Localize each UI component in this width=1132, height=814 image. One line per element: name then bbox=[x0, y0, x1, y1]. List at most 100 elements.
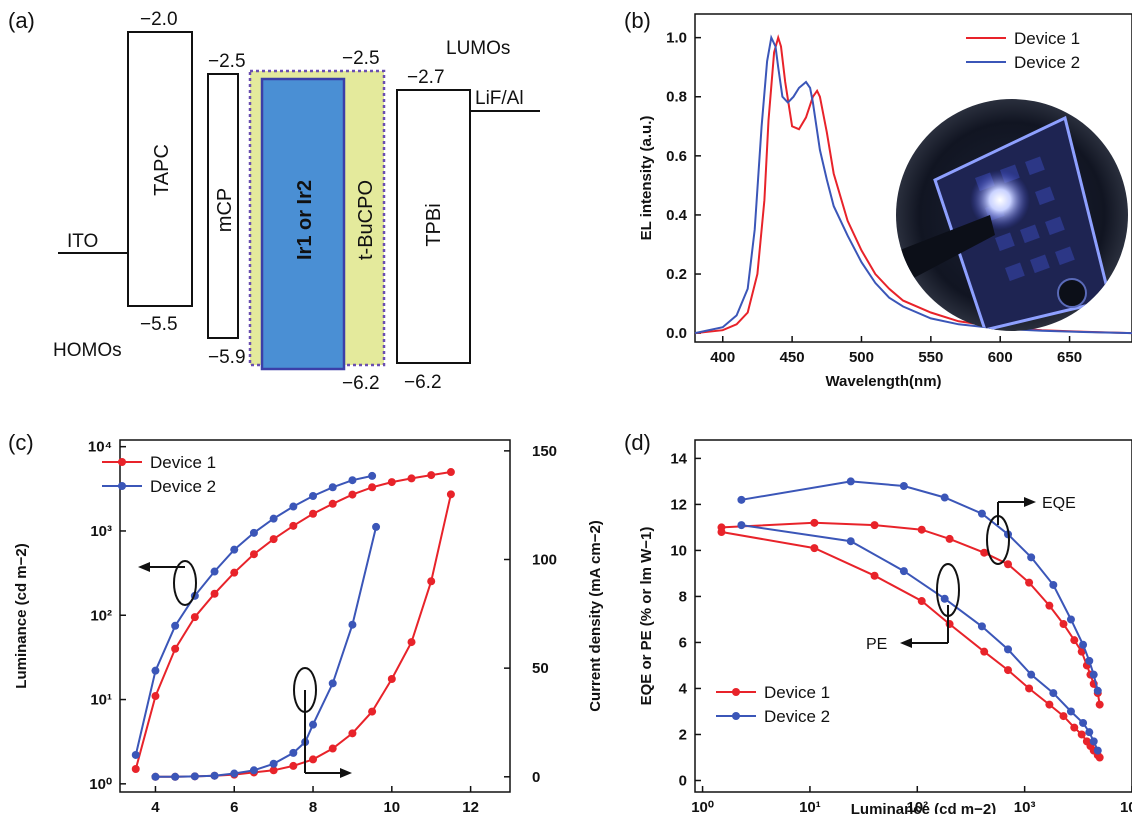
luminance-current-voltage-chart: (c) 468101210⁰10¹10²10³10⁴050100150Volta… bbox=[8, 430, 604, 814]
y-axis-title: EQE or PE (% or lm W−1) bbox=[638, 527, 655, 706]
device-1-current-curve-point bbox=[309, 755, 318, 764]
legend-marker bbox=[732, 712, 740, 720]
lif-al-label: LiF/Al bbox=[475, 88, 524, 109]
tpbi-name: TPBi bbox=[423, 203, 445, 246]
legend-entry: Device 1 bbox=[150, 453, 216, 472]
device-2-eqe-curve-point bbox=[1085, 656, 1094, 665]
y-tick-label: 1.0 bbox=[666, 30, 687, 47]
device-2-pe-curve-point bbox=[1066, 707, 1075, 716]
device-2-luminance-curve-point bbox=[131, 750, 140, 759]
legend-entry: Device 2 bbox=[1014, 53, 1080, 72]
device-2-pe-curve-point bbox=[977, 622, 986, 631]
device-1-eqe-curve-point bbox=[1004, 560, 1013, 569]
device-1-current-curve-point bbox=[348, 729, 357, 738]
pe-annotation: PE bbox=[866, 636, 887, 653]
y-tick-label: 8 bbox=[679, 588, 687, 605]
device-1-pe-curve-point bbox=[870, 571, 879, 580]
device-2-luminance-curve-point bbox=[269, 514, 278, 523]
tapc-name: TAPC bbox=[151, 144, 173, 196]
device-1-current-curve-point bbox=[269, 766, 278, 775]
device-2-current-curve-point bbox=[372, 522, 381, 531]
device-2-luminance-curve-point bbox=[309, 491, 318, 500]
device-1-luminance-curve-point bbox=[289, 521, 298, 530]
y2-tick-label: 0 bbox=[532, 769, 540, 786]
y-axis-title: EL intensity (a.u.) bbox=[638, 116, 655, 241]
device-2-luminance-curve-point bbox=[230, 545, 239, 554]
eqe-annotation: EQE bbox=[1042, 495, 1076, 512]
device-1-luminance-curve-point bbox=[328, 499, 337, 508]
device-1-pe-curve-point bbox=[917, 597, 926, 606]
device-1-luminance-curve-point bbox=[210, 589, 219, 598]
device-1-pe-curve-point bbox=[810, 544, 819, 553]
x-tick-label: 6 bbox=[230, 799, 238, 814]
device-2-current-curve-point bbox=[171, 772, 180, 781]
lumos-label: LUMOs bbox=[446, 38, 510, 59]
device-2-eqe-curve-point bbox=[846, 477, 855, 486]
device-2-eqe-curve-point bbox=[977, 509, 986, 518]
device-2-pe-curve-point bbox=[846, 537, 855, 546]
device-2-pe-curve-point bbox=[1027, 670, 1036, 679]
x-tick-label: 500 bbox=[849, 349, 874, 366]
y-tick-label: 6 bbox=[679, 634, 687, 651]
device-1-spectrum bbox=[694, 34, 1132, 335]
device-2-eqe-curve-point bbox=[1093, 686, 1102, 695]
y-tick-label: 14 bbox=[670, 450, 687, 467]
device-2-current-curve-point bbox=[289, 748, 298, 757]
device-2-current-curve-point bbox=[249, 766, 258, 775]
y-tick-label: 0 bbox=[679, 772, 687, 789]
y-tick-label: 10² bbox=[90, 607, 112, 624]
device-2-current-curve-point bbox=[151, 772, 160, 781]
device-1-luminance-curve-point bbox=[348, 490, 357, 499]
device-2-eqe-curve-point bbox=[1079, 640, 1088, 649]
device-1-luminance-curve-point bbox=[368, 483, 377, 492]
device-1-eqe-curve-point bbox=[1077, 647, 1086, 656]
device-2-eqe-curve-point bbox=[1089, 670, 1098, 679]
plot-area: 400 450 500 550 600 650 0.0 0.2 0.4 0.6 0.8 1.0 Wave… bbox=[638, 13, 1132, 390]
plot-frame bbox=[694, 439, 1132, 793]
device-2-luminance-curve bbox=[134, 474, 373, 756]
device-2-pe-curve-point bbox=[1085, 728, 1094, 737]
device-1-current-curve-point bbox=[289, 761, 298, 770]
device-1-luminance-curve-point bbox=[427, 471, 436, 480]
device-1-luminance-curve-point bbox=[131, 764, 140, 773]
panel-b-label: (b) bbox=[624, 8, 651, 33]
y-tick-label: 0.2 bbox=[666, 266, 687, 283]
legend-marker bbox=[118, 458, 126, 466]
device-photo-inset bbox=[896, 99, 1128, 331]
device-1-eqe-curve-point bbox=[870, 521, 879, 530]
device-1-eqe-curve-point bbox=[917, 525, 926, 534]
x-tick-label: 8 bbox=[309, 799, 317, 814]
emitter-layer bbox=[260, 77, 346, 371]
device-1-luminance-curve-point bbox=[269, 535, 278, 544]
legend-marker bbox=[732, 688, 740, 696]
device-1-eqe-curve-point bbox=[1095, 700, 1104, 709]
el-spectrum-chart: (b) 400 450 500 550 600 650 0.0 0.2 0.4 0.6 0.8 1.0… bbox=[624, 8, 1132, 390]
y2-axis-title: Current density (mA cm−2) bbox=[587, 520, 604, 712]
device-2-luminance-curve-point bbox=[210, 567, 219, 576]
y-tick-label: 0.8 bbox=[666, 89, 687, 106]
x-tick-label: 10 bbox=[383, 799, 400, 814]
device-2-pe-curve-point bbox=[1089, 737, 1098, 746]
plot-area: 10⁰ 10¹ 10² 10³ 10⁴ 0 2 4 6 8 10 12 14 Luminance (cd … bbox=[638, 439, 1132, 814]
x-tick-label: 400 bbox=[710, 349, 735, 366]
y-tick-label: 12 bbox=[670, 496, 687, 513]
device-2-pe-curve-point bbox=[899, 567, 908, 576]
device-1-pe-curve-point bbox=[1059, 712, 1068, 721]
y-tick-label: 10³ bbox=[90, 523, 112, 540]
mcp-lumo: −2.5 bbox=[208, 51, 246, 72]
device-2-luminance-curve-point bbox=[249, 528, 258, 537]
device-1-current-curve bbox=[155, 494, 452, 778]
plot-area: 468101210⁰10¹10²10³10⁴050100150Voltage (… bbox=[13, 439, 604, 814]
device-1-luminance-curve-point bbox=[387, 478, 396, 487]
device-2-eqe-curve bbox=[741, 480, 1099, 692]
device-2-luminance-curve-point bbox=[171, 621, 180, 630]
tpbi-homo: −6.2 bbox=[404, 372, 442, 393]
device-2-current-curve-point bbox=[230, 769, 239, 778]
device-1-current-curve-point bbox=[387, 675, 396, 684]
device-2-pe-curve-point bbox=[1079, 718, 1088, 727]
x-tick-label: 650 bbox=[1057, 349, 1082, 366]
device-2-eqe-curve-point bbox=[1066, 615, 1075, 624]
device-1-luminance-curve-point bbox=[407, 474, 416, 483]
x-tick-label: 4 bbox=[151, 799, 160, 814]
